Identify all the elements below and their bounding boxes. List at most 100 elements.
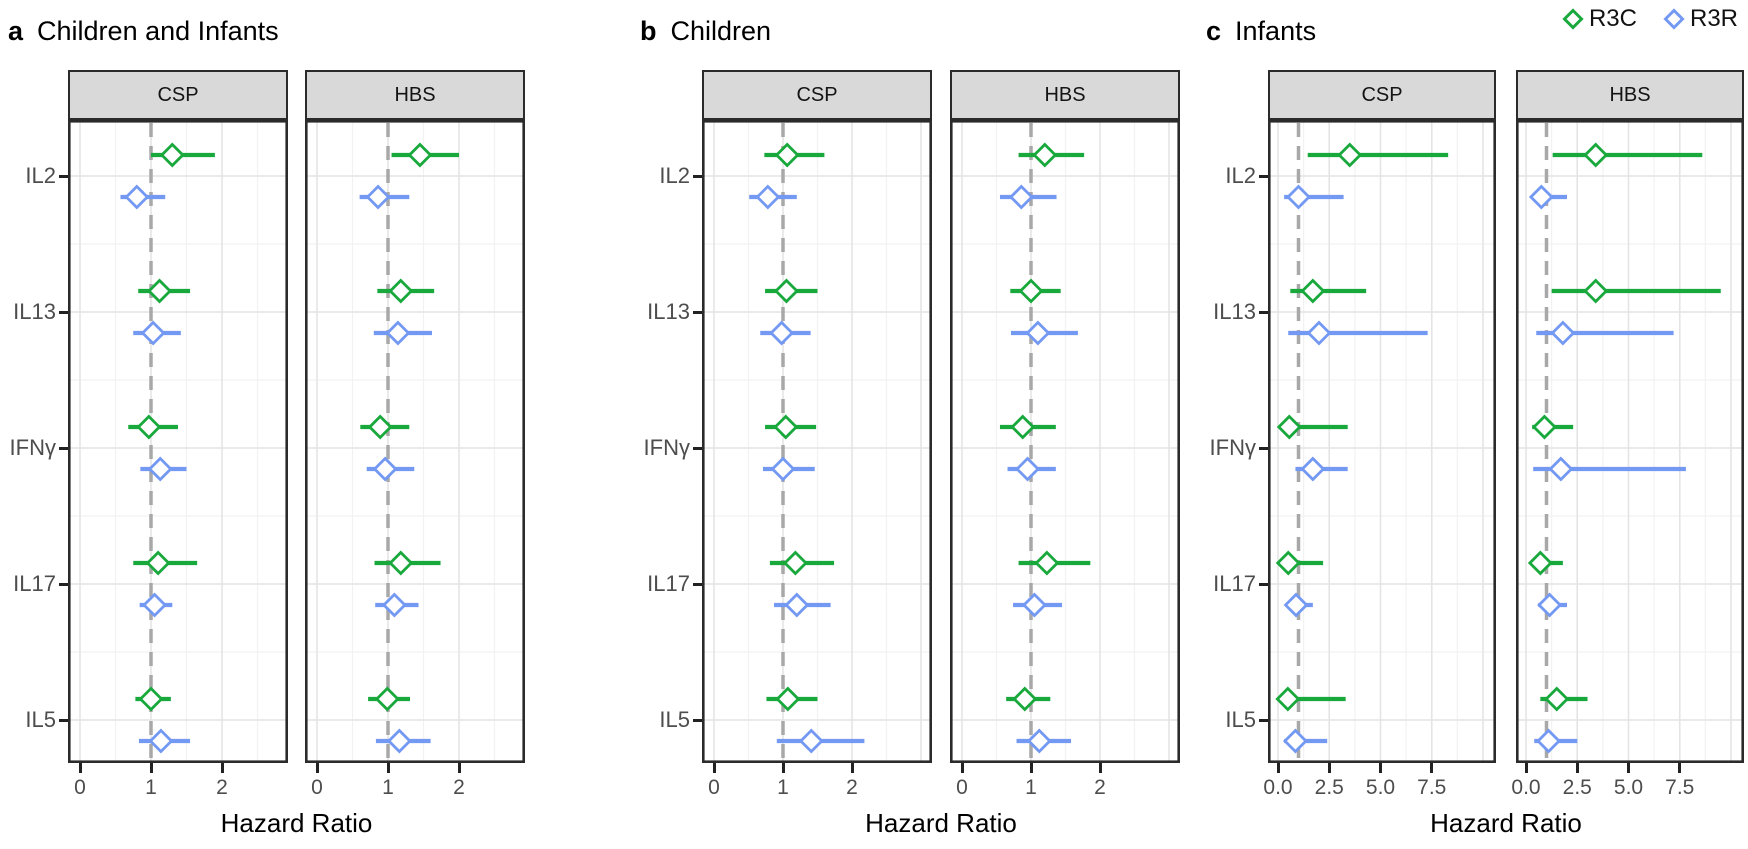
panel-title-text: Infants bbox=[1235, 16, 1317, 46]
y-axis-label-ifng: IFNγ bbox=[9, 435, 56, 460]
point-estimate-diamond bbox=[388, 550, 414, 576]
point-estimate-diamond bbox=[142, 592, 168, 618]
point-estimate-diamond bbox=[1528, 184, 1554, 210]
facet-plot-csp bbox=[702, 120, 932, 763]
y-axis-tick bbox=[59, 582, 68, 586]
panel-title-text: Children and Infants bbox=[37, 16, 279, 46]
ifng-r3c-estimate bbox=[999, 414, 1056, 440]
il17-r3r-estimate bbox=[139, 592, 173, 618]
point-estimate-diamond bbox=[385, 320, 411, 346]
panel-border bbox=[68, 120, 288, 763]
point-estimate-diamond bbox=[381, 592, 407, 618]
panel-letter: b bbox=[640, 16, 657, 46]
point-estimate-diamond bbox=[1015, 456, 1041, 482]
il2-r3r-estimate bbox=[1284, 184, 1344, 210]
il17-r3c-estimate bbox=[1018, 550, 1091, 576]
panel-title-text: Children bbox=[670, 16, 772, 46]
facet-strip-label: CSP bbox=[1361, 83, 1403, 106]
il2-r3c-estimate bbox=[1307, 142, 1449, 168]
x-axis-tick bbox=[386, 763, 390, 773]
gridlines bbox=[704, 122, 930, 761]
panel-border bbox=[305, 120, 525, 763]
il5-r3c-estimate bbox=[135, 686, 171, 712]
point-estimate-diamond bbox=[147, 278, 172, 304]
point-estimate-diamond bbox=[1544, 686, 1570, 712]
point-estimate-diamond bbox=[1034, 550, 1060, 576]
il13-r3r-estimate bbox=[133, 320, 181, 346]
facet-strip-hbs: HBS bbox=[950, 70, 1180, 120]
x-axis-tick-label: 2 bbox=[216, 776, 228, 799]
point-estimate-diamond bbox=[769, 320, 795, 346]
point-estimate-diamond bbox=[1010, 414, 1036, 440]
point-estimate-diamond bbox=[1550, 320, 1576, 346]
il5-r3r-estimate bbox=[1016, 728, 1072, 754]
point-estimate-diamond bbox=[1286, 184, 1311, 210]
panel-border bbox=[950, 120, 1180, 763]
point-estimate-diamond bbox=[1306, 320, 1332, 346]
il5-r3r-estimate bbox=[138, 728, 191, 754]
y-axis-tick bbox=[59, 174, 68, 178]
point-estimate-diamond bbox=[1275, 550, 1301, 576]
x-axis-title: Hazard Ratio bbox=[220, 808, 373, 838]
panel-letter: c bbox=[1206, 16, 1222, 46]
point-estimate-diamond bbox=[372, 456, 398, 482]
il2-r3r-estimate bbox=[359, 184, 410, 210]
point-estimate-diamond bbox=[148, 728, 174, 754]
x-axis-tick bbox=[457, 763, 461, 773]
il2-r3c-estimate bbox=[1018, 142, 1085, 168]
x-axis-tick-label: 1 bbox=[382, 776, 394, 799]
point-estimate-diamond bbox=[770, 456, 796, 482]
legend-label-r3c: R3C bbox=[1588, 5, 1637, 32]
il13-r3c-estimate bbox=[138, 278, 191, 304]
facet-strip-csp: CSP bbox=[702, 70, 932, 120]
point-estimate-diamond bbox=[1275, 686, 1301, 712]
point-estimate-diamond bbox=[374, 686, 400, 712]
gridlines bbox=[1518, 122, 1742, 761]
x-axis-tick-label: 1 bbox=[145, 776, 157, 799]
y-axis-label-il5: IL5 bbox=[659, 707, 690, 732]
ifng-r3c-estimate bbox=[1276, 414, 1348, 440]
point-estimate-diamond bbox=[1021, 592, 1047, 618]
il5-r3c-estimate bbox=[1275, 686, 1346, 712]
ifng-r3r-estimate bbox=[1533, 456, 1686, 482]
x-axis-tick-label: 1 bbox=[1025, 776, 1037, 799]
point-estimate-diamond bbox=[145, 550, 171, 576]
il5-r3c-estimate bbox=[1540, 686, 1588, 712]
legend-item-r3r: R3R bbox=[1663, 5, 1738, 33]
ifng-r3c-estimate bbox=[1531, 414, 1574, 440]
il13-r3c-estimate bbox=[1010, 278, 1061, 304]
il13-r3r-estimate bbox=[760, 320, 811, 346]
il2-r3c-estimate bbox=[1552, 142, 1703, 168]
x-axis-tick bbox=[315, 763, 319, 773]
y-axis-tick bbox=[1259, 446, 1268, 450]
point-estimate-diamond bbox=[136, 414, 162, 440]
ifng-r3c-estimate bbox=[765, 414, 817, 440]
facet-plot-hbs bbox=[1516, 120, 1744, 763]
x-axis-tick-label: 0.0 bbox=[1263, 776, 1293, 799]
point-estimate-diamond bbox=[1583, 142, 1609, 168]
y-axis-tick bbox=[693, 310, 702, 314]
y-axis-label-il2: IL2 bbox=[1225, 163, 1256, 188]
x-axis-tick bbox=[1575, 763, 1579, 773]
point-estimate-diamond bbox=[407, 142, 433, 168]
point-estimate-diamond bbox=[798, 728, 824, 754]
y-axis-tick bbox=[693, 582, 702, 586]
x-axis-tick bbox=[850, 763, 854, 773]
x-axis-tick bbox=[712, 763, 716, 773]
panel-border bbox=[1268, 120, 1496, 763]
ifng-r3r-estimate bbox=[1007, 456, 1056, 482]
x-axis-tick-label: 2 bbox=[846, 776, 858, 799]
il17-r3r-estimate bbox=[1537, 592, 1567, 618]
il13-r3r-estimate bbox=[1010, 320, 1078, 346]
y-axis-label-il2: IL2 bbox=[659, 163, 690, 188]
facet-strip-label: HBS bbox=[1609, 83, 1651, 106]
point-estimate-diamond bbox=[1337, 142, 1363, 168]
il17-r3r-estimate bbox=[1283, 592, 1313, 618]
legend-label-r3r: R3R bbox=[1689, 5, 1738, 32]
point-estimate-diamond bbox=[386, 728, 412, 754]
y-axis-label-ifng: IFNγ bbox=[643, 435, 690, 460]
x-axis-tick bbox=[1430, 763, 1434, 773]
point-estimate-diamond bbox=[782, 550, 808, 576]
il13-r3c-estimate bbox=[1551, 278, 1721, 304]
x-axis-tick-label: 0 bbox=[956, 776, 968, 799]
